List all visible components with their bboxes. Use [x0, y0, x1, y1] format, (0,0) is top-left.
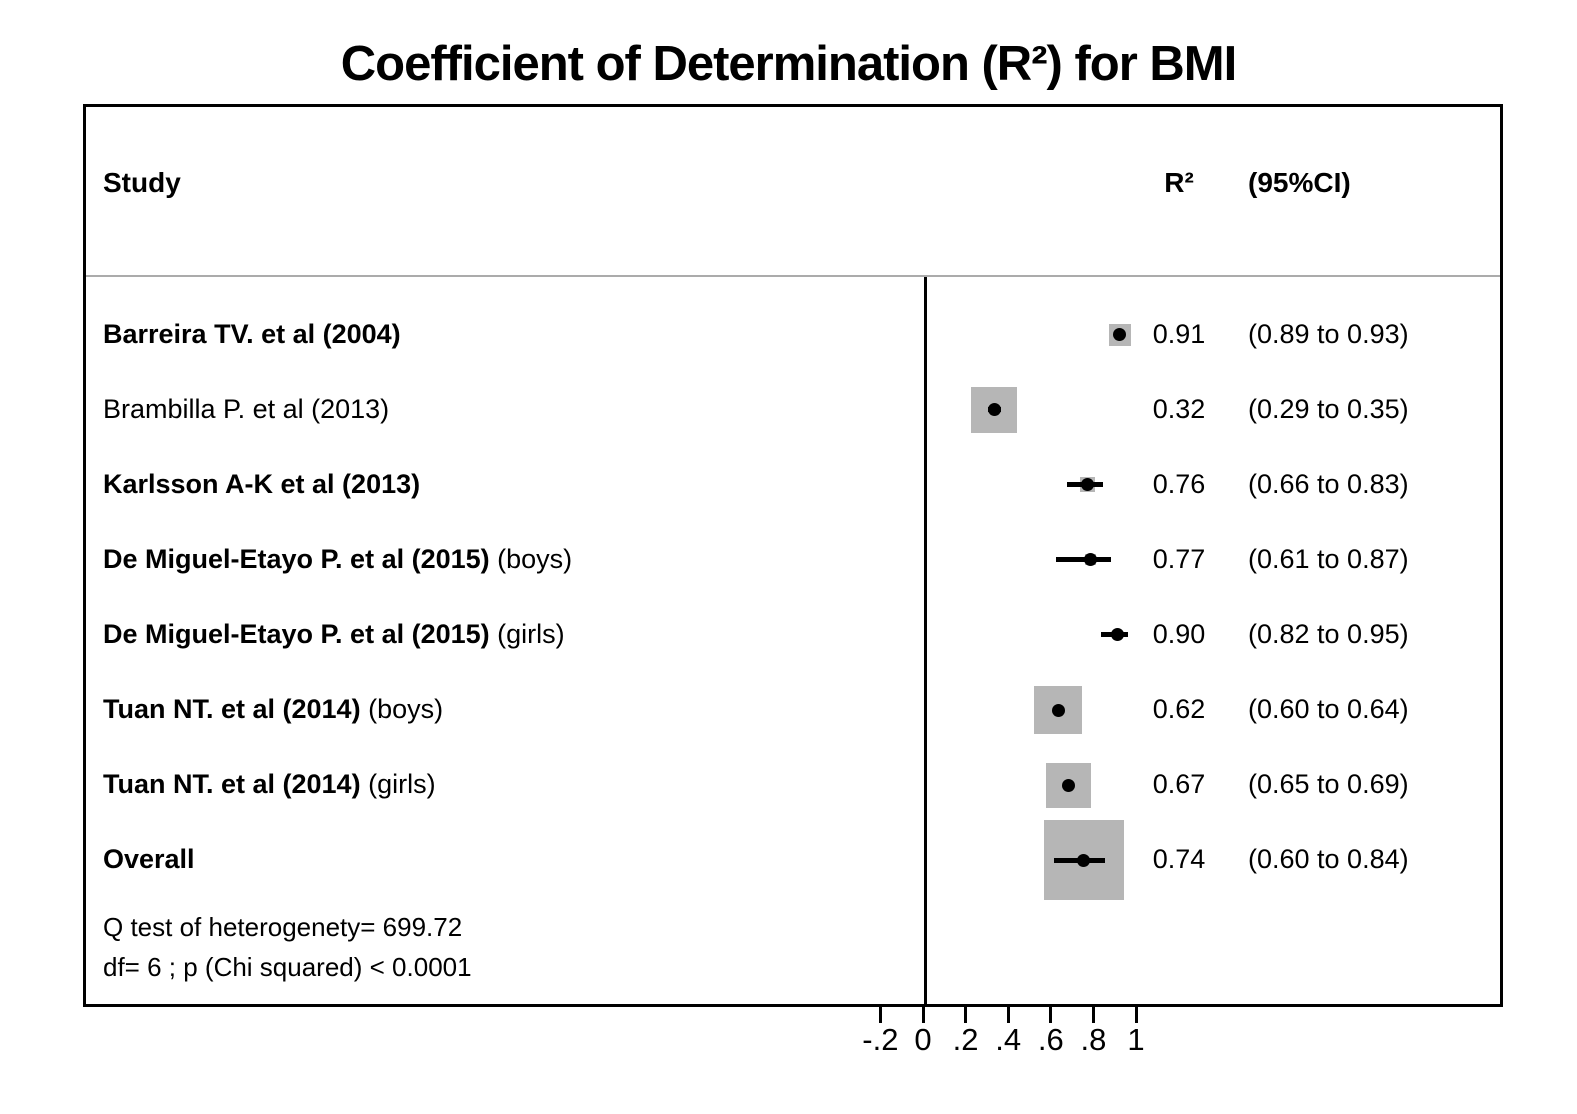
axis-tick: [1006, 1007, 1010, 1023]
point-estimate-dot: [1051, 703, 1065, 717]
ci-value: (0.82 to 0.95): [1248, 619, 1409, 649]
study-label: Barreira TV. et al (2004): [103, 319, 401, 349]
r2-value: 0.67: [1152, 769, 1206, 799]
ci-value: (0.60 to 0.64): [1248, 694, 1409, 724]
ci-value: (0.29 to 0.35): [1248, 394, 1409, 424]
axis-tick-label: 1: [1127, 1022, 1145, 1057]
point-estimate-dot: [1113, 328, 1127, 341]
axis-tick-label: 0: [914, 1022, 932, 1057]
table-row: Tuan NT. et al (2014) (boys) 0.62 (0.60 …: [86, 672, 1500, 747]
axis-tick-label: .2: [952, 1022, 979, 1057]
ci-value: (0.89 to 0.93): [1248, 319, 1409, 349]
column-header-study: Study: [103, 167, 181, 198]
q-test-note: Q test of heterogenety= 699.72: [103, 912, 463, 942]
r2-value: 0.91: [1152, 319, 1206, 349]
axis-tick-label: .8: [1080, 1022, 1107, 1057]
table-row: Brambilla P. et al (2013) 0.32 (0.29 to …: [86, 372, 1500, 447]
study-label: Tuan NT. et al (2014) (girls): [103, 769, 436, 799]
point-estimate-dot: [1083, 553, 1097, 567]
table-row: Karlsson A-K et al (2013) 0.76 (0.66 to …: [86, 447, 1500, 522]
column-header-r2: R²: [1164, 167, 1194, 198]
ci-value: (0.65 to 0.69): [1248, 769, 1409, 799]
axis-tick-label: .4: [995, 1022, 1022, 1057]
study-label: Tuan NT. et al (2014) (boys): [103, 694, 444, 724]
ci-value: (0.60 to 0.84): [1248, 844, 1409, 874]
ci-value: (0.61 to 0.87): [1248, 544, 1409, 574]
point-estimate-dot: [1081, 478, 1095, 492]
r2-value: 0.90: [1152, 619, 1206, 649]
study-label: Karlsson A-K et al (2013): [103, 469, 421, 499]
axis-tick: [1049, 1007, 1053, 1023]
point-estimate-dot: [1111, 628, 1125, 642]
study-label: De Miguel-Etayo P. et al (2015) (boys): [103, 544, 573, 574]
chart-title: Coefficient of Determination (R²) for BM…: [340, 37, 1237, 91]
point-estimate-dot: [1077, 853, 1091, 867]
study-label: De Miguel-Etayo P. et al (2015) (girls): [103, 619, 565, 649]
axis-tick-label: -.2: [862, 1022, 899, 1057]
r2-value: 0.62: [1152, 694, 1206, 724]
axis-tick: [964, 1007, 968, 1023]
axis-tick: [1091, 1007, 1095, 1023]
zero-axis-line: [924, 277, 927, 1004]
point-estimate-dot: [987, 403, 1001, 417]
table-row: De Miguel-Etayo P. et al (2015) (girls) …: [86, 597, 1500, 672]
axis-tick-label: .6: [1037, 1022, 1064, 1057]
point-estimate-dot: [1062, 778, 1076, 792]
table-row: Tuan NT. et al (2014) (girls) 0.67 (0.65…: [86, 747, 1500, 822]
forest-plot-panel: Study R² (95%CI) Barreira TV. et al (200…: [83, 104, 1503, 1007]
study-label: Brambilla P. et al (2013): [103, 394, 390, 424]
table-row: Barreira TV. et al (2004) 0.91 (0.89 to …: [86, 297, 1500, 372]
table-row: Overall 0.74 (0.60 to 0.84): [86, 822, 1500, 897]
r2-value: 0.77: [1152, 544, 1206, 574]
column-header-ci: (95%CI): [1248, 167, 1351, 198]
df-p-note: df= 6 ; p (Chi squared) < 0.0001: [103, 952, 472, 982]
axis-tick: [921, 1007, 925, 1023]
r2-value: 0.76: [1152, 469, 1206, 499]
r2-value: 0.32: [1152, 394, 1206, 424]
table-row: De Miguel-Etayo P. et al (2015) (boys) 0…: [86, 522, 1500, 597]
r2-value: 0.74: [1152, 844, 1206, 874]
heterogeneity-notes: Q test of heterogenety= 699.72 df= 6 ; p…: [103, 907, 472, 987]
axis-tick: [878, 1007, 882, 1023]
axis-tick: [1134, 1007, 1138, 1023]
study-label: Overall: [103, 844, 195, 874]
header-divider: [86, 275, 1500, 277]
ci-value: (0.66 to 0.83): [1248, 469, 1409, 499]
